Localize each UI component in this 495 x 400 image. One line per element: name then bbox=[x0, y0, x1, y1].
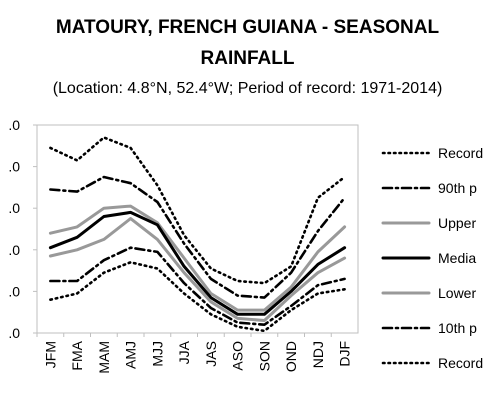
x-tick-label: SON bbox=[256, 341, 272, 371]
legend-label-6: 10th p bbox=[438, 320, 477, 336]
y-tick-label: .0 bbox=[8, 325, 20, 341]
x-tick-label: FMA bbox=[69, 340, 85, 370]
y-tick-label: .0 bbox=[8, 283, 20, 299]
x-tick-label: JFM bbox=[42, 341, 58, 368]
legend-label-7: Record bbox=[438, 355, 483, 371]
y-tick-label: .0 bbox=[8, 117, 20, 133]
x-tick-label: AMJ bbox=[123, 341, 139, 369]
y-tick-label: .0 bbox=[8, 200, 20, 216]
y-tick-label: .0 bbox=[8, 242, 20, 258]
legend-label-1: Record bbox=[438, 145, 483, 161]
series-line-5 bbox=[48, 217, 347, 322]
chart-subtitle: (Location: 4.8°N, 52.4°W; Period of reco… bbox=[52, 80, 443, 97]
series-line-3 bbox=[48, 204, 347, 312]
series-line-4 bbox=[48, 210, 347, 316]
x-tick-label: JAS bbox=[203, 341, 219, 367]
x-tick-label: OND bbox=[283, 341, 299, 372]
x-tick-label: MAM bbox=[96, 341, 112, 374]
legend-label-5: Lower bbox=[438, 285, 476, 301]
series-line-2 bbox=[49, 175, 346, 299]
legend-label-4: Media bbox=[438, 250, 476, 266]
x-tick-label: ASO bbox=[230, 341, 246, 371]
plot-area-frame bbox=[36, 124, 359, 334]
x-tick-label: JJA bbox=[176, 340, 192, 364]
x-tick-label: MJJ bbox=[149, 341, 165, 367]
x-tick-label: DJF bbox=[337, 341, 353, 367]
chart-title-line-2: RAINFALL bbox=[200, 48, 295, 69]
chart-title-line-1: MATOURY, FRENCH GUIANA - SEASONAL bbox=[55, 17, 440, 38]
series-line-7 bbox=[49, 260, 346, 333]
series-line-6 bbox=[49, 246, 346, 327]
legend-label-3: Upper bbox=[438, 215, 476, 231]
x-tick-label: NDJ bbox=[310, 341, 326, 368]
y-tick-label: .0 bbox=[8, 159, 20, 175]
legend-label-2: 90th p bbox=[438, 180, 477, 196]
